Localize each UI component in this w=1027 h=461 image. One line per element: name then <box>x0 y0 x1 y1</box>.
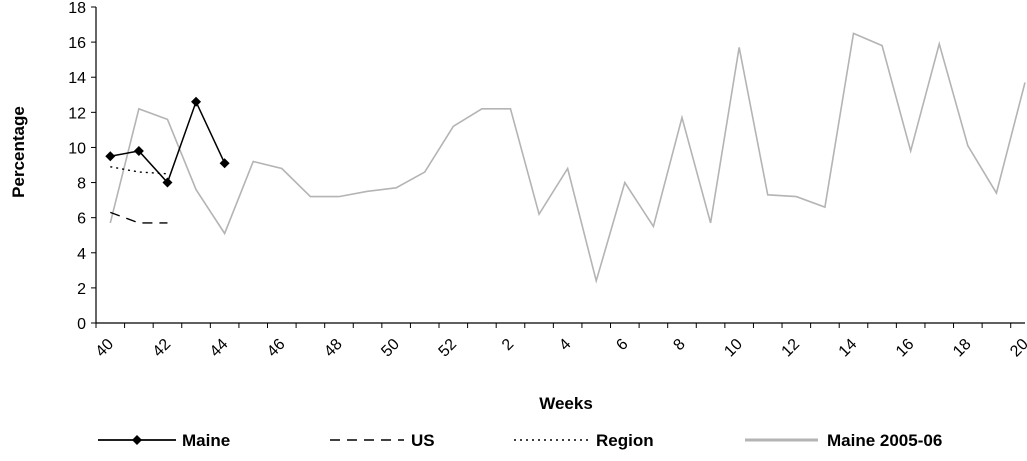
legend-diamond-marker <box>132 435 142 445</box>
y-tick-label: 16 <box>68 35 86 52</box>
x-tick-label: 50 <box>378 336 403 361</box>
x-tick-label: 14 <box>836 336 861 361</box>
data-point-diamond <box>162 177 173 188</box>
legend-label: US <box>411 431 435 450</box>
x-tick-label: 20 <box>1007 336 1027 361</box>
data-point-diamond <box>191 96 202 107</box>
legend-label: Region <box>596 431 654 450</box>
plot-area <box>95 7 1026 324</box>
series-line-region <box>110 166 168 175</box>
data-point-diamond <box>219 158 230 169</box>
y-tick-label: 18 <box>68 0 86 17</box>
x-tick-label: 8 <box>670 336 688 354</box>
x-tick-label: 18 <box>950 336 975 361</box>
x-tick-label: 48 <box>321 336 346 361</box>
x-axis-title: Weeks <box>539 394 593 413</box>
x-tick-label: 12 <box>779 336 804 361</box>
series-line-us <box>110 211 168 224</box>
x-tick-label: 2 <box>499 336 517 354</box>
x-axis-ticks: 40 42 44 46 48 50 52 2 4 6 8 10 12 14 16 18 20 <box>93 323 1027 360</box>
series-line-maine <box>110 99 226 184</box>
series-line-maine-2005-06 <box>109 32 1026 284</box>
x-tick-label: 6 <box>613 336 631 354</box>
legend-label: Maine 2005-06 <box>827 431 942 450</box>
y-axis-ticks: 0 2 4 6 8 10 12 14 16 18 <box>68 0 96 333</box>
x-tick-label: 52 <box>436 336 461 361</box>
x-tick-label: 40 <box>93 336 118 361</box>
x-tick-label: 44 <box>207 336 232 361</box>
y-tick-label: 8 <box>77 176 86 193</box>
y-tick-label: 6 <box>77 211 86 228</box>
y-tick-label: 4 <box>77 246 86 263</box>
x-tick-label: 42 <box>150 336 175 361</box>
legend-label: Maine <box>182 431 230 450</box>
y-tick-label: 10 <box>68 140 86 157</box>
y-tick-label: 14 <box>68 70 86 87</box>
data-point-diamond <box>105 151 116 162</box>
data-point-diamond <box>133 145 144 156</box>
x-tick-label: 16 <box>893 336 918 361</box>
y-axis-title: Percentage <box>9 106 28 198</box>
y-tick-label: 0 <box>77 316 86 333</box>
x-tick-label: 10 <box>721 336 746 361</box>
legend: Maine US Region Maine 2005-06 <box>98 431 942 450</box>
y-tick-label: 12 <box>68 105 86 122</box>
x-tick-label: 4 <box>556 336 574 354</box>
x-tick-label: 46 <box>264 336 289 361</box>
y-tick-label: 2 <box>77 281 86 298</box>
